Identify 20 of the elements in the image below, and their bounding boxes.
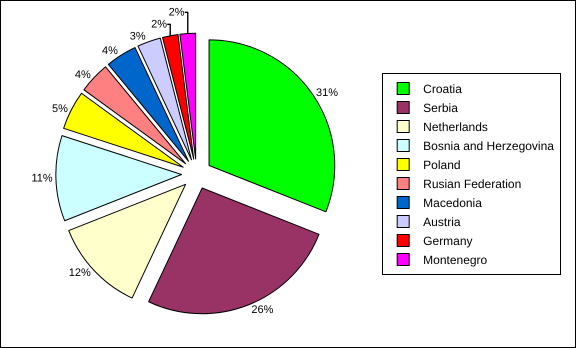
legend-label: Germany	[423, 234, 473, 248]
data-label: 5%	[52, 102, 68, 115]
legend-label: Montenegro	[423, 253, 488, 268]
legend-label: Macedonia	[423, 196, 482, 210]
legend-label: Netherlands	[423, 120, 488, 134]
legend-label: Bosnia and Herzegovina	[423, 139, 554, 154]
data-label: 26%	[251, 304, 274, 316]
legend-label: Austria	[423, 215, 461, 230]
legend-label: Croatia	[423, 82, 462, 96]
data-label: 31%	[316, 86, 338, 99]
data-label: 4%	[102, 44, 118, 57]
legend-label: Serbia	[423, 101, 458, 116]
legend-label: Poland	[423, 158, 461, 172]
data-label: 12%	[68, 267, 91, 280]
data-label: 4%	[74, 68, 91, 81]
data-label: 2%	[151, 18, 168, 30]
data-label: 3%	[130, 30, 146, 42]
data-label: 2%	[168, 6, 185, 18]
legend-label: Rusian Federation	[423, 177, 522, 192]
data-label: 11%	[31, 172, 53, 184]
